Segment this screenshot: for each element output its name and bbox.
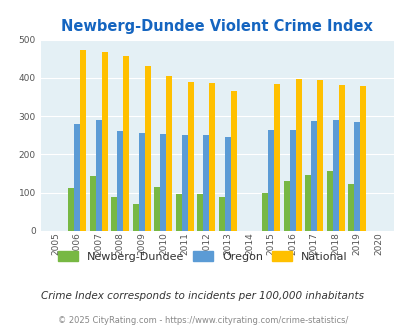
Bar [295, 79, 301, 231]
Bar [209, 83, 215, 231]
Bar [289, 130, 295, 231]
Bar [338, 85, 344, 231]
Bar [326, 171, 332, 231]
Bar [310, 121, 316, 231]
Bar [332, 120, 338, 231]
Bar [111, 197, 117, 231]
Bar [96, 120, 102, 231]
Bar [154, 187, 160, 231]
Bar [218, 197, 224, 231]
Bar [359, 86, 365, 231]
Text: Crime Index corresponds to incidents per 100,000 inhabitants: Crime Index corresponds to incidents per… [41, 291, 364, 301]
Bar [90, 176, 96, 231]
Bar [102, 52, 108, 231]
Bar [188, 82, 194, 231]
Bar [304, 175, 310, 231]
Bar [224, 137, 230, 231]
Bar [273, 84, 279, 231]
Bar [203, 135, 209, 231]
Bar [261, 193, 267, 231]
Bar [166, 76, 172, 231]
Bar [160, 134, 166, 231]
Bar [283, 181, 289, 231]
Bar [347, 183, 353, 231]
Bar [145, 66, 151, 231]
Bar [123, 56, 129, 231]
Text: © 2025 CityRating.com - https://www.cityrating.com/crime-statistics/: © 2025 CityRating.com - https://www.city… [58, 316, 347, 325]
Bar [197, 194, 203, 231]
Bar [353, 121, 359, 231]
Bar [132, 204, 139, 231]
Legend: Newberg-Dundee, Oregon, National: Newberg-Dundee, Oregon, National [54, 247, 351, 267]
Bar [181, 135, 188, 231]
Bar [74, 124, 80, 231]
Bar [117, 131, 123, 231]
Title: Newberg-Dundee Violent Crime Index: Newberg-Dundee Violent Crime Index [61, 19, 372, 34]
Bar [175, 194, 181, 231]
Bar [68, 188, 74, 231]
Bar [230, 91, 237, 231]
Bar [267, 130, 273, 231]
Bar [139, 133, 145, 231]
Bar [316, 80, 322, 231]
Bar [80, 50, 86, 231]
